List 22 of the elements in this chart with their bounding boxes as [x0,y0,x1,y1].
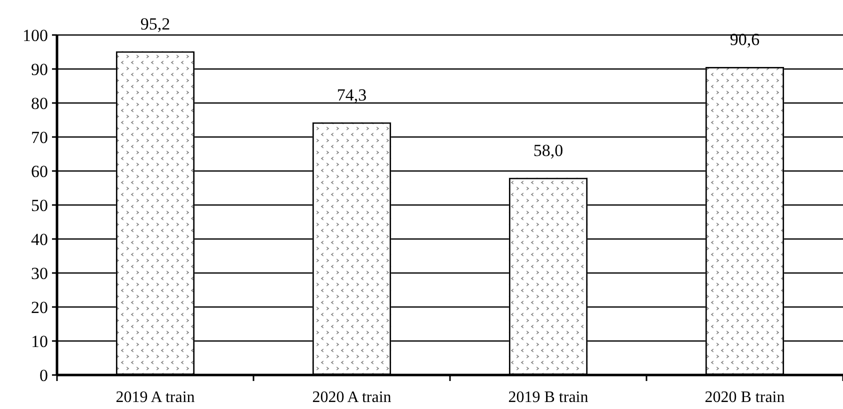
x-tick-label: 2019 A train [116,389,195,406]
y-tick-label: 80 [31,94,48,113]
data-label: 95,2 [140,14,170,34]
data-label: 74,3 [336,85,367,104]
y-tick-label: 70 [31,128,48,147]
data-label: 58,0 [533,140,564,160]
x-tick-label: 2020 B train [704,389,785,406]
bar [508,178,588,375]
y-tick-label: 100 [22,26,48,45]
x-tick-label: 2019 B train [508,389,588,406]
y-tick-label: 40 [31,230,48,249]
y-tick-label: 50 [31,196,48,215]
y-tick-label: 60 [31,162,48,181]
y-tick-label: 0 [40,366,48,385]
y-tick-label: 30 [31,264,48,283]
y-tick-label: 10 [31,332,48,351]
x-tick-label: 2020 A train [312,389,392,406]
y-tick-label: 20 [31,298,48,317]
bar [312,122,392,375]
y-tick-label: 90 [31,60,48,79]
bar [116,51,195,375]
bar [705,66,784,375]
